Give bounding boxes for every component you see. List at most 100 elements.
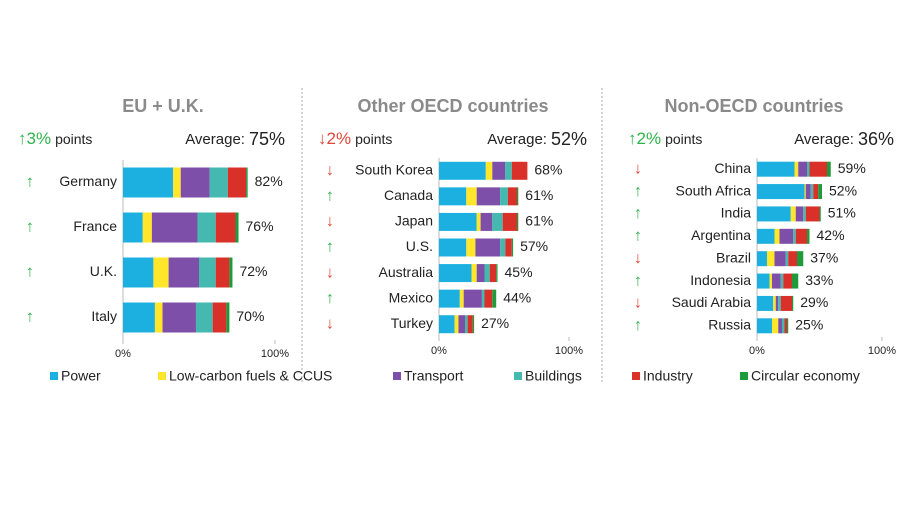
category-label: South Africa bbox=[676, 182, 752, 198]
bar-segment bbox=[215, 212, 236, 243]
bar-segment bbox=[778, 295, 781, 311]
trend-arrow: ↓ bbox=[326, 162, 334, 179]
bar-segment bbox=[123, 257, 154, 288]
bar-segment bbox=[795, 206, 804, 222]
bar-segment bbox=[500, 187, 508, 206]
bar-segment bbox=[465, 315, 468, 334]
bar-segment bbox=[792, 295, 794, 311]
bar-segment bbox=[123, 212, 143, 243]
bar-segment bbox=[227, 167, 247, 198]
bar-segment bbox=[123, 167, 174, 198]
bar-segment bbox=[782, 318, 785, 334]
value-label: 61% bbox=[525, 213, 553, 229]
bar-segment bbox=[212, 302, 227, 333]
bar-segment bbox=[492, 289, 497, 308]
legend-swatch bbox=[632, 372, 640, 380]
bar-segment bbox=[500, 238, 506, 257]
bar-segment bbox=[466, 238, 476, 257]
value-label: 33% bbox=[805, 272, 833, 288]
bar-segment bbox=[805, 206, 820, 222]
bar-segment bbox=[168, 257, 199, 288]
category-label: Turkey bbox=[391, 315, 433, 331]
bar-segment bbox=[757, 273, 770, 289]
bar-segment bbox=[783, 273, 792, 289]
bar-segment bbox=[780, 273, 784, 289]
bar-segment bbox=[492, 212, 503, 231]
bar-segment bbox=[757, 251, 767, 267]
category-label: South Korea bbox=[355, 161, 433, 177]
value-label: 42% bbox=[817, 227, 845, 243]
bar-segment bbox=[785, 251, 789, 267]
bar-segment bbox=[505, 161, 512, 180]
bar-segment bbox=[475, 238, 501, 257]
bar-segment bbox=[502, 212, 517, 231]
bar-segment bbox=[505, 238, 512, 257]
bar-segment bbox=[757, 318, 772, 334]
bar-segment bbox=[466, 187, 477, 206]
bar-segment bbox=[173, 167, 181, 198]
value-label: 29% bbox=[800, 294, 828, 310]
panel-title: Non-OECD countries bbox=[664, 96, 843, 116]
bar-segment bbox=[235, 212, 239, 243]
average: Average: 36% bbox=[794, 129, 894, 149]
change-unit: points bbox=[55, 131, 92, 147]
value-label: 44% bbox=[503, 289, 531, 305]
average-value: 52% bbox=[551, 129, 587, 149]
average-text: Average: bbox=[487, 131, 547, 148]
value-label: 76% bbox=[246, 218, 274, 234]
bar-segment bbox=[226, 302, 230, 333]
trend-arrow: ↓ bbox=[634, 160, 642, 177]
bar-segment bbox=[476, 212, 481, 231]
trend-arrow: ↑ bbox=[326, 290, 334, 307]
bar-segment bbox=[757, 228, 775, 244]
category-label: Mexico bbox=[389, 289, 434, 305]
trend-arrow: ↑ bbox=[326, 239, 334, 256]
bar-segment bbox=[151, 212, 198, 243]
bar-segment bbox=[154, 302, 163, 333]
bar-segment bbox=[511, 161, 528, 180]
bar-segment bbox=[199, 257, 216, 288]
bar-segment bbox=[195, 302, 213, 333]
legend-swatch bbox=[740, 372, 748, 380]
category-label: Australia bbox=[379, 264, 434, 280]
trend-arrow: ↓ bbox=[326, 264, 334, 281]
category-label: Canada bbox=[384, 187, 433, 203]
bar-segment bbox=[807, 228, 810, 244]
bar-segment bbox=[813, 184, 819, 200]
bar-segment bbox=[454, 315, 459, 334]
bar-segment bbox=[807, 161, 810, 177]
value-label: 59% bbox=[838, 160, 866, 176]
legend-label: Industry bbox=[643, 368, 693, 384]
bar-segment bbox=[458, 315, 465, 334]
bar-segment bbox=[805, 184, 811, 200]
trend-arrow: ↑ bbox=[26, 174, 34, 191]
bar-segment bbox=[794, 161, 799, 177]
change-header: ↑2% points bbox=[628, 129, 702, 148]
x-tick-label: 100% bbox=[555, 345, 583, 357]
legend-swatch bbox=[393, 372, 401, 380]
change-unit: points bbox=[665, 131, 702, 147]
bar-segment bbox=[810, 184, 814, 200]
x-tick-label: 100% bbox=[261, 348, 289, 360]
bar-segment bbox=[819, 206, 821, 222]
bar-segment bbox=[197, 212, 216, 243]
bar-segment bbox=[797, 251, 804, 267]
bar-segment bbox=[780, 295, 792, 311]
trend-arrow: ↓ bbox=[634, 295, 642, 312]
bar-segment bbox=[769, 273, 772, 289]
bar-segment bbox=[153, 257, 169, 288]
x-tick-label: 0% bbox=[115, 348, 131, 360]
bar-segment bbox=[517, 187, 519, 206]
category-label: Germany bbox=[59, 173, 117, 189]
bar-segment bbox=[439, 238, 467, 257]
bar-segment bbox=[787, 318, 789, 334]
value-label: 45% bbox=[505, 264, 533, 280]
bar-segment bbox=[790, 206, 796, 222]
bar-segment bbox=[476, 264, 485, 283]
bar-segment bbox=[459, 289, 464, 308]
change-unit: points bbox=[355, 131, 392, 147]
average: Average: 52% bbox=[487, 129, 587, 149]
value-label: 51% bbox=[828, 205, 856, 221]
